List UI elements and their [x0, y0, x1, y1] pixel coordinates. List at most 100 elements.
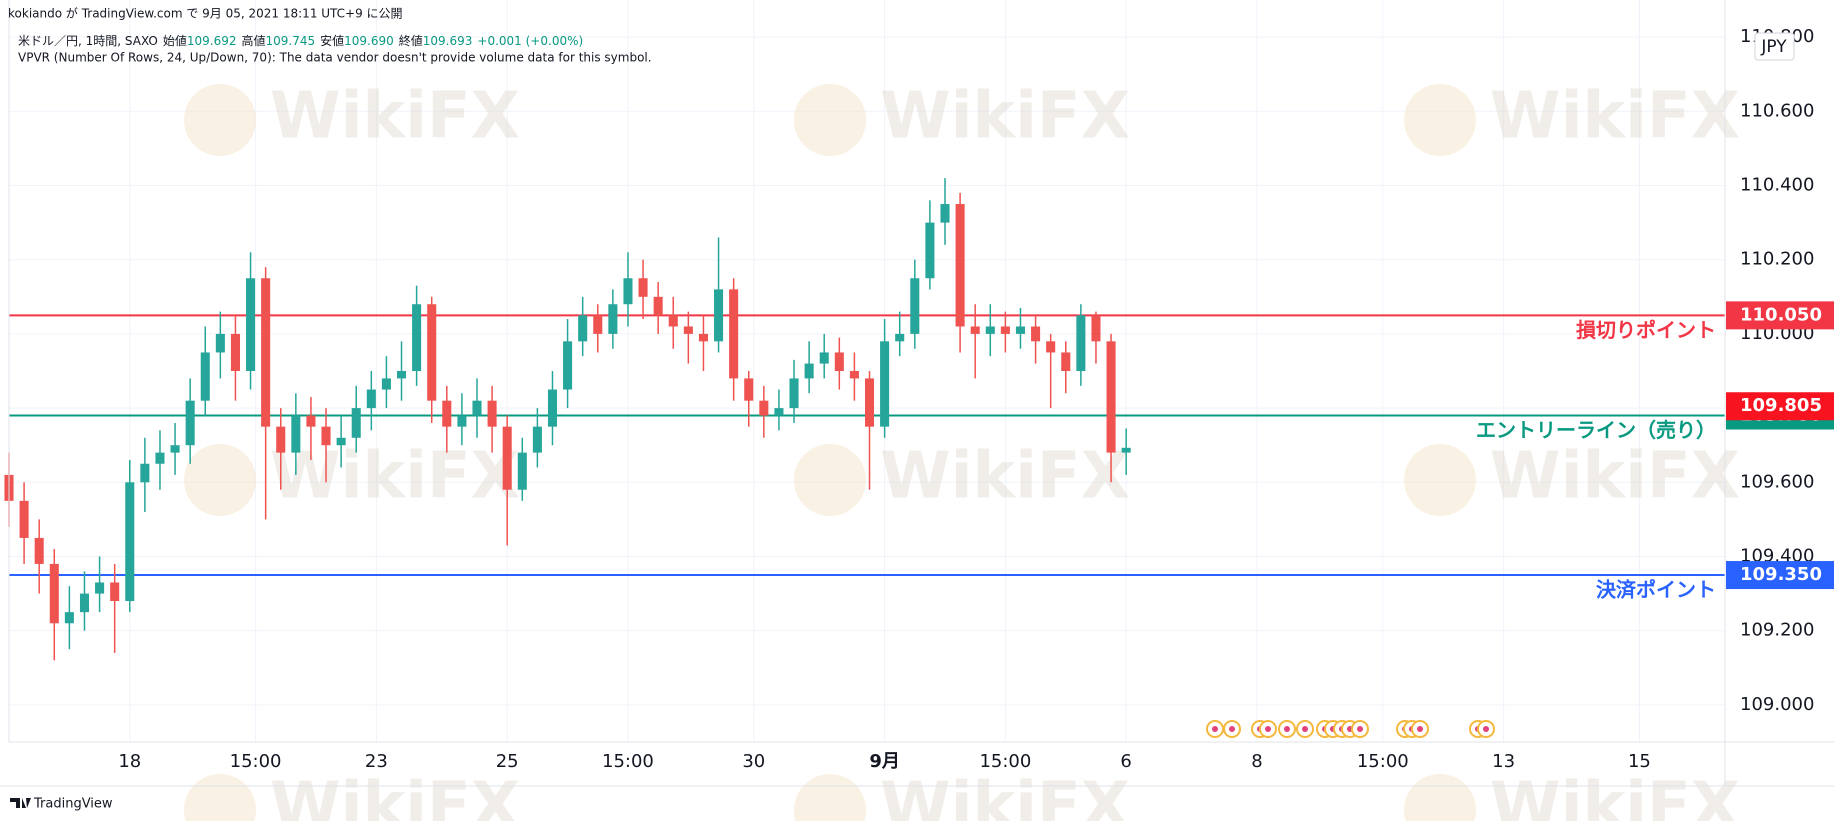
watermark-logo: [794, 84, 866, 156]
x-tick-label: 15:00: [1357, 751, 1409, 772]
candle-body: [19, 500, 29, 538]
candle-body: [517, 452, 527, 490]
candle-body: [819, 352, 829, 364]
watermark: WikiFX: [880, 440, 1130, 514]
x-tick-label: 25: [496, 751, 519, 772]
candle-body: [683, 326, 693, 334]
candle-body: [306, 415, 316, 427]
x-tick-label: 8: [1251, 751, 1262, 772]
x-tick-label: 15:00: [230, 751, 282, 772]
axes: 109.000109.200109.400109.600109.800110.0…: [118, 26, 1834, 772]
event-dot: [1417, 726, 1423, 732]
y-tick-label: 109.000: [1740, 694, 1814, 715]
watermark: WikiFX: [270, 770, 520, 821]
watermark: WikiFX: [270, 440, 520, 514]
price-label: 109.350: [1740, 564, 1822, 585]
y-tick-label: 110.600: [1740, 100, 1814, 121]
y-tick-label: 109.200: [1740, 620, 1814, 641]
price-label-box: [1726, 301, 1834, 330]
ohlc-value: 109.692: [187, 34, 237, 48]
candle-body: [472, 400, 482, 416]
ohlc-value: 109.745: [266, 34, 316, 48]
x-tick-label: 18: [118, 751, 141, 772]
candle-body: [608, 304, 618, 334]
candle-body: [457, 415, 467, 427]
candle-body: [170, 445, 180, 453]
candle-body: [1061, 352, 1071, 371]
watermark: WikiFX: [880, 770, 1130, 821]
candle-body: [623, 278, 633, 305]
watermark-logo: [184, 84, 256, 156]
candle-body: [1121, 447, 1131, 453]
watermark-logo: [1404, 84, 1476, 156]
line-annotation: 損切りポイント: [1576, 318, 1716, 342]
watermark: WikiFX: [1490, 440, 1740, 514]
legend: 米ドル／円, 1時間, SAXO 始値109.692 高値109.745 安値109.…: [18, 33, 583, 48]
candle-body: [140, 463, 150, 483]
candle-body: [110, 582, 120, 602]
candle-body: [1000, 326, 1010, 334]
candle-body: [804, 363, 814, 379]
ohlc-label: 終値: [399, 33, 423, 48]
currency[interactable]: JPY: [1760, 37, 1787, 57]
x-tick-label: 23: [365, 751, 388, 772]
candle-body: [955, 204, 965, 327]
ohlc-label: 高値: [241, 33, 265, 48]
candle-body: [336, 437, 346, 446]
candle-body: [351, 408, 361, 438]
candle-body: [246, 278, 256, 371]
candle-body: [185, 400, 195, 446]
candle-body: [578, 315, 588, 342]
candle-body: [442, 400, 452, 427]
watermarks: WikiFX WikiFX WikiFX WikiFX WikiFX WikiFX Wiki…: [184, 80, 1740, 821]
candle-body: [668, 315, 678, 327]
candle-body: [834, 352, 844, 371]
price-marker-label: 109.805: [1740, 395, 1822, 416]
candle-body: [291, 415, 301, 453]
event-dot: [1229, 726, 1235, 732]
candle-body: [1091, 315, 1101, 342]
watermark-logo: [1404, 444, 1476, 516]
footer-brand: TradingView: [33, 797, 113, 812]
grid: [9, 0, 1725, 742]
candle-body: [64, 612, 74, 624]
candle-body: [215, 333, 225, 353]
candle-body: [940, 204, 950, 223]
candle-body: [412, 304, 422, 371]
candle-body: [1106, 341, 1116, 453]
watermark-logo: [184, 444, 256, 516]
candle-body: [49, 563, 59, 624]
candle-body: [427, 304, 437, 401]
symbol: 米ドル／円, 1時間, SAXO: [18, 34, 158, 48]
change: +0.001 (+0.00%): [477, 34, 583, 48]
line-annotation: エントリーライン（売り）: [1476, 418, 1716, 442]
candle-body: [744, 378, 754, 401]
ohlc-label: 始値: [163, 33, 187, 48]
candle-body: [487, 400, 497, 427]
ohlc-value: 109.693: [423, 34, 473, 48]
price-label: 110.050: [1740, 304, 1822, 325]
candle-body: [1076, 315, 1086, 371]
candle-body: [864, 378, 875, 427]
candle-body: [759, 400, 769, 416]
y-tick-label: 110.400: [1740, 175, 1814, 196]
candle-body: [925, 222, 935, 279]
candle-body: [698, 333, 708, 342]
candle-body: [125, 482, 135, 602]
candle-body: [593, 315, 603, 334]
candle-body: [714, 289, 724, 342]
x-tick-label: 30: [742, 751, 765, 772]
candle-body: [880, 341, 890, 427]
candle-body: [396, 371, 407, 379]
x-tick-label: 13: [1492, 751, 1515, 772]
candle-body: [79, 593, 90, 613]
candle-body: [970, 326, 980, 334]
candle-body: [502, 426, 512, 490]
candle-body: [849, 371, 859, 379]
currency-box[interactable]: [1754, 32, 1795, 61]
candle-body: [638, 278, 648, 297]
event-dot: [1302, 726, 1308, 732]
